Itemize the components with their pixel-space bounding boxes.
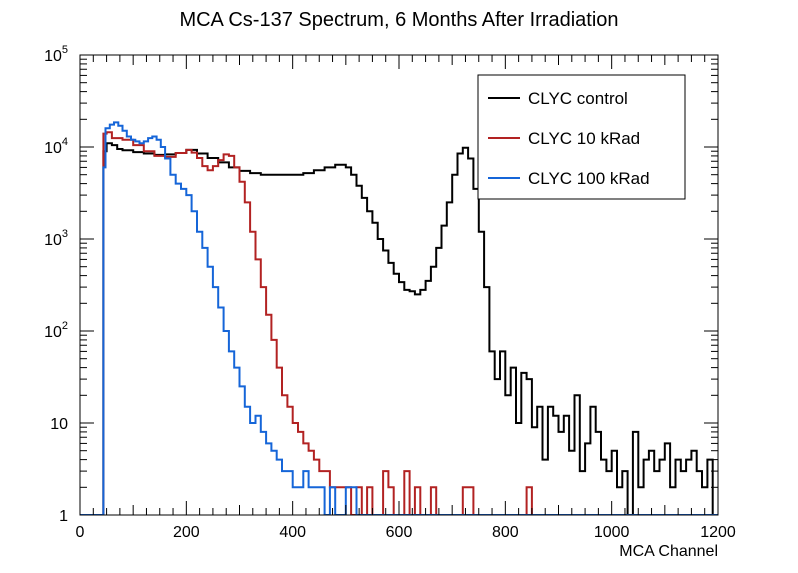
- y-tick-exponent: 4: [62, 136, 68, 148]
- y-tick-exponent: 3: [62, 228, 68, 240]
- series-line-1: [80, 142, 718, 515]
- series-line-2: [80, 131, 718, 515]
- x-tick-label: 0: [76, 524, 85, 541]
- series-layer: [80, 121, 718, 515]
- x-tick-label: 1200: [700, 524, 736, 541]
- y-tick-label: 103: [44, 228, 68, 249]
- series-line-3: [80, 121, 718, 515]
- y-tick-base: 10: [44, 232, 62, 249]
- legend-label: CLYC 10 kRad: [528, 129, 640, 148]
- x-tick-label: 1000: [594, 524, 630, 541]
- x-tick-label: 800: [492, 524, 519, 541]
- legend-label: CLYC 100 kRad: [528, 169, 650, 188]
- y-tick-exponent: 5: [62, 44, 68, 56]
- y-tick-label: 102: [44, 320, 68, 341]
- y-tick-label: 104: [44, 136, 68, 157]
- x-tick-label: 200: [173, 524, 200, 541]
- y-tick-base: 10: [44, 48, 62, 65]
- y-tick-label: 1: [59, 508, 68, 525]
- legend: CLYC control CLYC 10 kRad CLYC 100 kRad: [477, 74, 686, 200]
- y-tick-label: 105: [44, 44, 68, 65]
- y-tick-base: 10: [50, 416, 68, 433]
- y-tick-exponent: 2: [62, 320, 68, 332]
- y-tick-label: 10: [50, 416, 68, 433]
- y-tick-base: 10: [44, 324, 62, 341]
- chart-title: MCA Cs-137 Spectrum, 6 Months After Irra…: [179, 9, 618, 31]
- x-tick-label: 400: [279, 524, 306, 541]
- x-tick-label: 600: [386, 524, 413, 541]
- y-tick-base: 10: [44, 140, 62, 157]
- y-tick-base: 1: [59, 508, 68, 525]
- legend-label: CLYC control: [528, 89, 628, 108]
- x-axis-label: MCA Channel: [619, 543, 718, 560]
